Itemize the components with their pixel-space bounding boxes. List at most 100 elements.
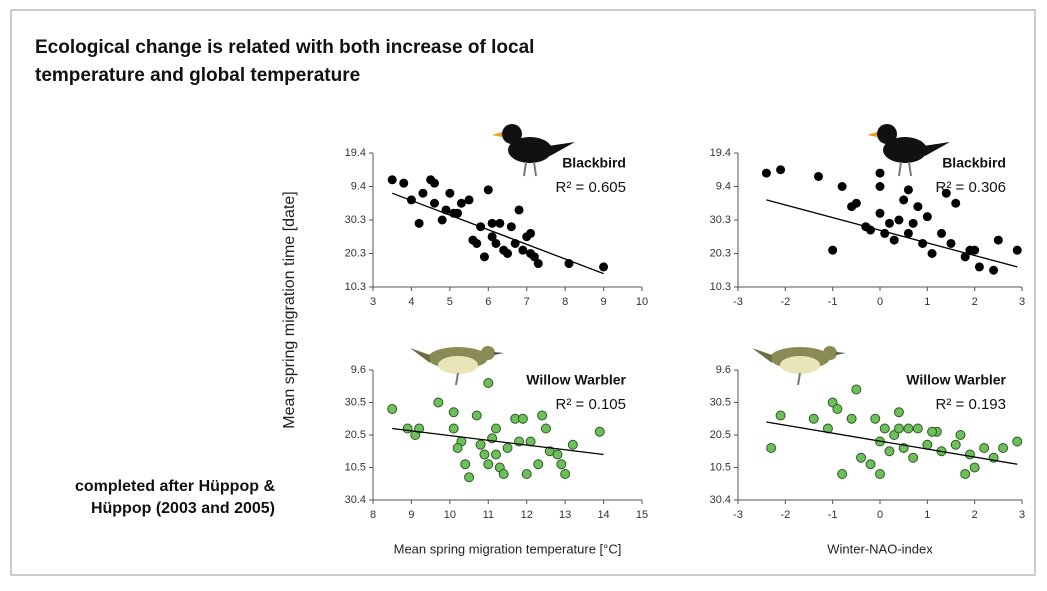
point — [460, 459, 471, 470]
point — [514, 205, 524, 215]
x-tick-label: -2 — [780, 509, 790, 521]
y-tick-label: 10.3 — [345, 281, 366, 293]
point — [429, 178, 439, 188]
point — [483, 185, 493, 195]
point — [1012, 245, 1022, 255]
trendline — [766, 421, 1018, 465]
y-tick-label: 30.3 — [345, 214, 366, 226]
point — [832, 404, 843, 414]
y-tick-label: 9.4 — [716, 180, 731, 192]
point — [487, 232, 497, 242]
point — [471, 410, 482, 421]
y-tick-label: 20.3 — [710, 247, 731, 259]
point — [487, 218, 497, 228]
point — [960, 252, 970, 262]
point — [533, 259, 543, 269]
point — [937, 228, 947, 238]
y-tick-label: 9.4 — [351, 180, 366, 192]
point — [552, 449, 563, 460]
point — [856, 452, 867, 463]
point — [594, 426, 605, 437]
frame — [10, 9, 1036, 576]
point — [456, 198, 466, 208]
y-tick-label: 9.6 — [351, 364, 366, 376]
y-tick-label: 30.5 — [710, 396, 731, 408]
point — [875, 469, 885, 479]
point — [464, 195, 474, 205]
point — [448, 407, 459, 418]
point — [846, 413, 857, 424]
point — [491, 238, 501, 248]
y-tick-label: 30.3 — [710, 214, 731, 226]
x-tick-label: 3 — [1019, 296, 1025, 308]
heading: Ecological change is related with both i… — [35, 37, 534, 58]
point — [521, 469, 532, 479]
point — [913, 202, 923, 212]
y-tick-label: 20.5 — [710, 429, 731, 441]
heading: temperature and global temperature — [35, 65, 360, 86]
x-tick-label: 9 — [601, 296, 607, 308]
x-tick-label: 8 — [370, 509, 376, 521]
point — [433, 397, 444, 408]
point — [899, 195, 909, 205]
point — [813, 171, 823, 181]
point — [502, 443, 513, 453]
point — [969, 462, 980, 473]
point — [851, 198, 861, 208]
point — [533, 459, 544, 470]
point — [974, 262, 984, 272]
point — [556, 459, 567, 470]
annotation: Willow Warbler — [906, 372, 1006, 388]
point — [475, 439, 486, 450]
warbler-icon — [752, 346, 846, 386]
point — [761, 168, 771, 178]
y-tick-label: 20.5 — [345, 429, 366, 441]
point — [766, 443, 777, 453]
point — [922, 212, 932, 222]
x-tick-label: -2 — [780, 296, 790, 308]
point — [518, 245, 528, 255]
point — [884, 218, 894, 228]
point — [399, 178, 409, 188]
x-tick-label: 0 — [877, 509, 883, 521]
blackbird-icon — [492, 124, 575, 177]
point — [402, 423, 413, 434]
point — [903, 423, 914, 434]
trendline — [392, 427, 604, 456]
point — [599, 262, 609, 272]
point — [483, 378, 494, 388]
annotation: Blackbird — [942, 155, 1006, 171]
y-tick-label: 20.3 — [345, 247, 366, 259]
point — [452, 443, 463, 453]
source: completed after Hüppop & — [75, 478, 275, 495]
point — [964, 449, 975, 460]
point — [894, 215, 904, 225]
y-tick-label: 10.5 — [710, 461, 731, 473]
point — [875, 208, 885, 218]
x-tick-label: 10 — [636, 296, 648, 308]
x-tick-label: 11 — [483, 509, 494, 521]
y-tick-label: 10.3 — [710, 281, 731, 293]
point — [893, 423, 904, 434]
point — [927, 249, 937, 258]
point — [950, 439, 961, 450]
point — [387, 175, 397, 185]
x-tick-label: 8 — [562, 296, 568, 308]
point — [837, 469, 848, 479]
point — [903, 228, 913, 238]
point — [464, 472, 475, 483]
x-tick-label: -1 — [828, 509, 838, 521]
point — [775, 410, 786, 421]
point — [776, 165, 786, 175]
point — [970, 245, 980, 255]
x-tick-label: -3 — [733, 296, 743, 308]
point — [941, 188, 951, 198]
x-tick-label: 9 — [408, 509, 414, 521]
point — [875, 168, 885, 178]
x-tick-label: -1 — [828, 296, 838, 308]
point — [479, 449, 490, 460]
point — [517, 413, 528, 424]
annotation: R² = 0.105 — [556, 396, 626, 413]
point — [498, 469, 509, 479]
